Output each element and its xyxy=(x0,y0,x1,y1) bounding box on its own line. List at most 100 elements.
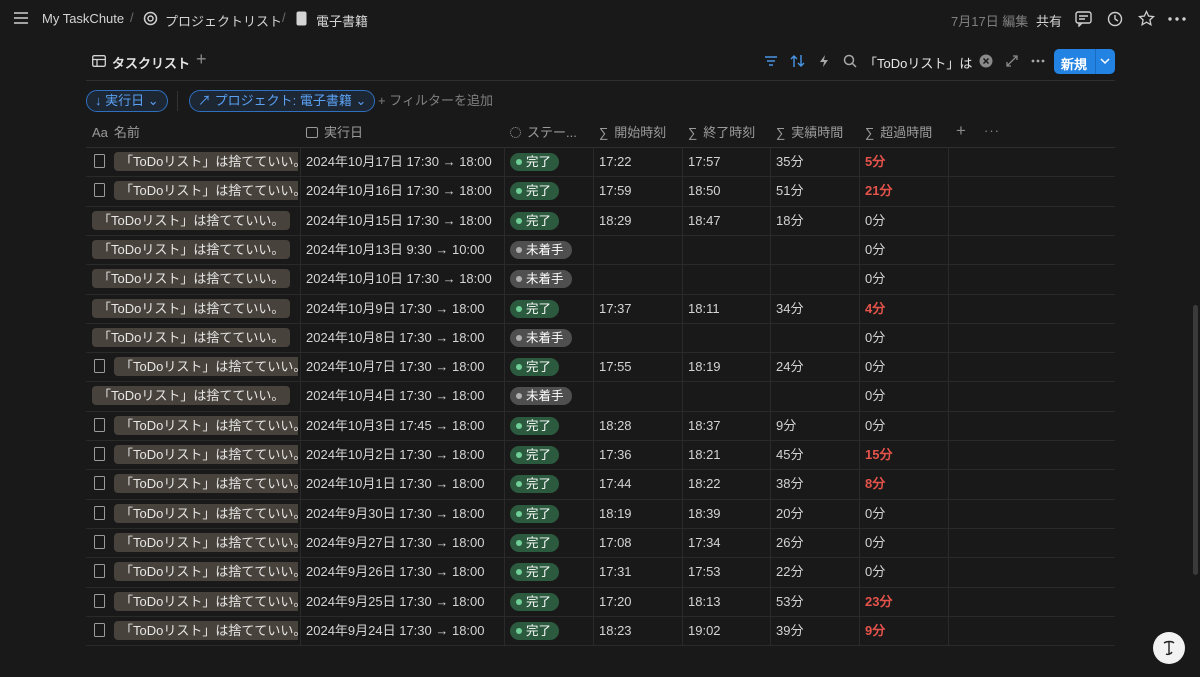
cell-over[interactable]: 0分 xyxy=(865,381,946,410)
cell-actual[interactable] xyxy=(776,235,857,264)
cell-name[interactable]: 「ToDoリスト」は捨てていい。 xyxy=(92,616,298,645)
comment-icon[interactable] xyxy=(1075,11,1092,27)
column-more[interactable]: ··· xyxy=(984,123,1000,138)
add-filter[interactable]: + フィルターを追加 xyxy=(378,93,493,108)
cell-end[interactable] xyxy=(688,381,768,410)
cell-actual[interactable]: 34分 xyxy=(776,294,857,323)
cell-over[interactable]: 0分 xyxy=(865,411,946,440)
cell-status[interactable]: 未着手 xyxy=(510,381,591,410)
cell-date[interactable]: 2024年9月24日 17:30 → 18:00 xyxy=(306,616,502,645)
cell-name[interactable]: 「ToDoリスト」は捨てていい。 xyxy=(92,499,298,528)
automation-icon[interactable] xyxy=(818,54,830,68)
cell-over[interactable]: 0分 xyxy=(865,323,946,352)
cell-date[interactable]: 2024年10月16日 17:30 → 18:00 xyxy=(306,176,502,205)
filter-chip[interactable]: ↗ プロジェクト: 電子書籍 ⌄ xyxy=(189,90,376,112)
cell-status[interactable]: 完了 xyxy=(510,587,591,616)
cell-end[interactable]: 17:34 xyxy=(688,528,768,557)
cell-name[interactable]: 「ToDoリスト」は捨てていい。 xyxy=(92,147,298,176)
cell-end[interactable]: 18:21 xyxy=(688,440,768,469)
cell-start[interactable] xyxy=(599,323,680,352)
cell-date[interactable]: 2024年10月10日 17:30 → 18:00 xyxy=(306,264,502,293)
cell-date[interactable]: 2024年9月30日 17:30 → 18:00 xyxy=(306,499,502,528)
cell-status[interactable]: 完了 xyxy=(510,440,591,469)
new-button[interactable]: 新規 xyxy=(1054,49,1115,74)
cell-date[interactable]: 2024年10月3日 17:45 → 18:00 xyxy=(306,411,502,440)
cell-date[interactable]: 2024年10月7日 17:30 → 18:00 xyxy=(306,352,502,381)
cell-date[interactable]: 2024年10月1日 17:30 → 18:00 xyxy=(306,469,502,498)
cell-name[interactable]: 「ToDoリスト」は捨てていい。 xyxy=(92,235,298,264)
cell-end[interactable] xyxy=(688,264,768,293)
column-header[interactable]: ∑ 開始時刻 xyxy=(599,118,680,147)
new-label[interactable]: 新規 xyxy=(1061,57,1088,72)
add-column[interactable]: + xyxy=(956,121,966,140)
cell-actual[interactable]: 22分 xyxy=(776,557,857,586)
cell-date[interactable]: 2024年10月17日 17:30 → 18:00 xyxy=(306,147,502,176)
cell-start[interactable]: 17:55 xyxy=(599,352,680,381)
more-icon[interactable] xyxy=(1168,17,1186,21)
cell-status[interactable]: 完了 xyxy=(510,411,591,440)
cell-end[interactable]: 17:53 xyxy=(688,557,768,586)
cell-actual[interactable]: 26分 xyxy=(776,528,857,557)
cell-start[interactable]: 17:44 xyxy=(599,469,680,498)
cell-status[interactable]: 未着手 xyxy=(510,264,591,293)
cell-end[interactable] xyxy=(688,235,768,264)
column-header[interactable]: ∑ 終了時刻 xyxy=(688,118,768,147)
cell-name[interactable]: 「ToDoリスト」は捨てていい。 xyxy=(92,206,298,235)
menu-icon[interactable] xyxy=(13,11,29,25)
cell-name[interactable]: 「ToDoリスト」は捨てていい。 xyxy=(92,528,298,557)
cell-over[interactable]: 0分 xyxy=(865,206,946,235)
cell-status[interactable]: 完了 xyxy=(510,176,591,205)
cell-end[interactable]: 18:13 xyxy=(688,587,768,616)
cell-end[interactable]: 19:02 xyxy=(688,616,768,645)
cell-end[interactable]: 18:50 xyxy=(688,176,768,205)
cell-over[interactable]: 0分 xyxy=(865,352,946,381)
filter-icon[interactable] xyxy=(764,55,778,67)
column-header[interactable]: Aa 名前 xyxy=(92,118,298,147)
column-header[interactable]: ∑ 実績時間 xyxy=(776,118,857,147)
cell-start[interactable] xyxy=(599,264,680,293)
cell-actual[interactable]: 39分 xyxy=(776,616,857,645)
cell-end[interactable]: 17:57 xyxy=(688,147,768,176)
cell-over[interactable]: 5分 xyxy=(865,147,946,176)
cell-start[interactable]: 18:29 xyxy=(599,206,680,235)
cell-name[interactable]: 「ToDoリスト」は捨てていい。 xyxy=(92,352,298,381)
cell-actual[interactable]: 18分 xyxy=(776,206,857,235)
cell-start[interactable]: 17:22 xyxy=(599,147,680,176)
cell-date[interactable]: 2024年10月13日 9:30 → 10:00 xyxy=(306,235,502,264)
cell-actual[interactable] xyxy=(776,381,857,410)
add-view[interactable]: + xyxy=(196,49,207,69)
cell-name[interactable]: 「ToDoリスト」は捨てていい。 xyxy=(92,440,298,469)
cell-date[interactable]: 2024年10月15日 17:30 → 18:00 xyxy=(306,206,502,235)
cell-name[interactable]: 「ToDoリスト」は捨てていい。 xyxy=(92,469,298,498)
view-tab[interactable]: タスクリスト xyxy=(112,56,191,71)
cell-over[interactable]: 21分 xyxy=(865,176,946,205)
cell-start[interactable]: 17:20 xyxy=(599,587,680,616)
column-header[interactable]: ∑ 超過時間 xyxy=(865,118,946,147)
cell-date[interactable]: 2024年10月4日 17:30 → 18:00 xyxy=(306,381,502,410)
breadcrumb[interactable]: プロジェクトリスト xyxy=(165,14,283,29)
cell-name[interactable]: 「ToDoリスト」は捨てていい。 xyxy=(92,294,298,323)
cell-start[interactable] xyxy=(599,381,680,410)
cell-name[interactable]: 「ToDoリスト」は捨てていい。 xyxy=(92,323,298,352)
history-icon[interactable] xyxy=(1107,11,1123,27)
expand-icon[interactable] xyxy=(1006,55,1018,67)
cell-status[interactable]: 完了 xyxy=(510,469,591,498)
cell-actual[interactable]: 51分 xyxy=(776,176,857,205)
cell-over[interactable]: 0分 xyxy=(865,528,946,557)
cell-status[interactable]: 完了 xyxy=(510,557,591,586)
cell-name[interactable]: 「ToDoリスト」は捨てていい。 xyxy=(92,176,298,205)
cell-over[interactable]: 0分 xyxy=(865,557,946,586)
cell-end[interactable] xyxy=(688,323,768,352)
cell-over[interactable]: 9分 xyxy=(865,616,946,645)
cell-end[interactable]: 18:19 xyxy=(688,352,768,381)
cell-over[interactable]: 23分 xyxy=(865,587,946,616)
share-button[interactable]: 共有 xyxy=(1036,14,1063,29)
cell-name[interactable]: 「ToDoリスト」は捨てていい。 xyxy=(92,381,298,410)
cell-actual[interactable]: 24分 xyxy=(776,352,857,381)
cell-name[interactable]: 「ToDoリスト」は捨てていい。 xyxy=(92,557,298,586)
help-button[interactable] xyxy=(1153,632,1185,664)
cell-status[interactable]: 完了 xyxy=(510,499,591,528)
cell-over[interactable]: 4分 xyxy=(865,294,946,323)
cell-over[interactable]: 15分 xyxy=(865,440,946,469)
cell-actual[interactable]: 9分 xyxy=(776,411,857,440)
